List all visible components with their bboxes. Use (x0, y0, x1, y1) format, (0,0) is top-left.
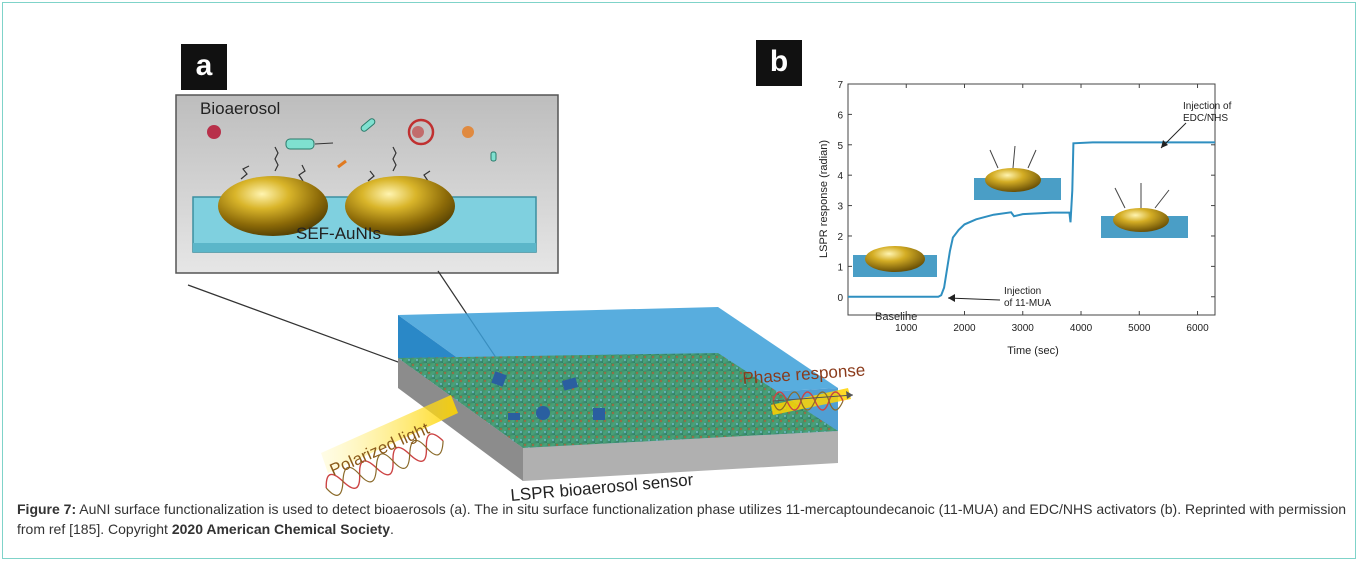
y-tick-label: 6 (837, 110, 843, 121)
x-tick-label: 5000 (1128, 323, 1151, 334)
x-tick-label: 6000 (1186, 323, 1209, 334)
panel-a-illustration: Bioaerosol SEF-AuNIs Polariz (175, 94, 866, 505)
figure-caption: Figure 7: AuNI surface functionalization… (17, 499, 1353, 539)
x-axis-label: Time (sec) (1007, 345, 1059, 357)
lspr-response-chart: 0 1 2 3 4 5 6 7 1000 2000 3000 4000 5000 6000 (818, 80, 1232, 357)
y-tick-label: 4 (837, 171, 843, 182)
gold-nanoisland (218, 176, 328, 236)
y-tick-label: 2 (837, 232, 843, 243)
x-tick-label: 1000 (895, 323, 918, 334)
y-tick-label: 5 (837, 141, 843, 152)
x-tick-label: 3000 (1012, 323, 1035, 334)
y-tick-label: 0 (837, 293, 843, 304)
injection-edc-label-1: Injection of (1183, 101, 1232, 112)
caption-end: . (390, 521, 394, 537)
injection-mua-label-1: Injection (1004, 286, 1041, 297)
y-axis-label: LSPR response (radian) (818, 140, 830, 258)
inset-edc-island (1101, 183, 1188, 238)
linker-molecules (240, 146, 431, 182)
sensor-block (398, 307, 838, 481)
injection-edc-label-2: EDC/NHS (1183, 113, 1228, 124)
sef-aunis-label: SEF-AuNIs (296, 224, 381, 243)
gold-nanoisland (345, 176, 455, 236)
caption-text: AuNI surface functionalization is used t… (17, 501, 1347, 537)
injection-mua-label-2: of 11-MUA (1004, 298, 1051, 309)
series-line (848, 141, 1215, 298)
bioaerosol-particles (207, 118, 497, 169)
panel-a-tag: a (181, 44, 227, 90)
caption-label: Figure 7: (17, 501, 77, 517)
y-tick-label: 1 (837, 262, 843, 273)
bioaerosol-label: Bioaerosol (200, 99, 280, 118)
x-tick-label: 4000 (1070, 323, 1093, 334)
panel-b-tag: b (756, 40, 802, 86)
inset-mua-island (974, 145, 1061, 200)
caption-copyright-holder: 2020 American Chemical Society (171, 521, 390, 537)
y-tick-label: 7 (837, 80, 843, 91)
y-tick-label: 3 (837, 202, 843, 213)
baseline-label: Baseline (875, 311, 917, 323)
plot-area (847, 83, 1216, 316)
x-tick-label: 2000 (953, 323, 976, 334)
inset-bare-island (853, 246, 937, 277)
